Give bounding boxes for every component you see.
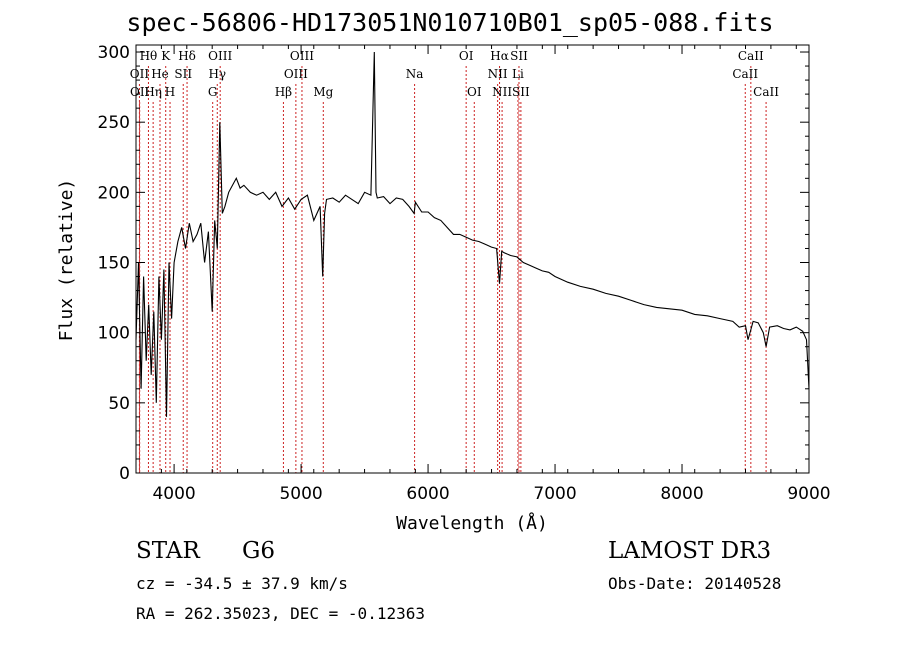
coordinates: RA = 262.35023, DEC = -0.12363 [136,604,425,623]
y-tick-label: 300 [98,43,130,63]
spectral-line-label: G [208,85,218,99]
spectral-line-label: OII [130,85,150,99]
spectral-line-label: SII [174,67,192,81]
y-tick-label: 0 [119,464,130,484]
spectral-line-label: Hθ [140,49,158,63]
spectral-line-label: Hη [144,85,162,99]
axis-ticks: 4000 5000 6000 7000 8000 9000 0 50 100 150 200 250 3… [98,43,831,504]
x-tick-label: 6000 [406,484,449,504]
spectral-line-label: OII [130,67,150,81]
spectral-line-label: He [151,67,169,81]
spectral-line-label: Hγ [208,67,226,81]
x-tick-label: 9000 [787,484,830,504]
spectral-line-label: SII [512,85,530,99]
spectral-line-markers [138,66,767,473]
spectral-line-label: OIII [290,49,314,63]
spectral-line-label: OIII [208,49,232,63]
y-tick-label: 100 [98,324,130,344]
spectral-line-label: Mg [313,85,333,99]
spectral-line-label: Hδ [178,49,196,63]
spectral-line-label: OI [467,85,482,99]
survey-name: LAMOST DR3 [608,538,772,564]
spectral-line-label: CaII [732,67,758,81]
spectral-line-label: Hα [490,49,509,63]
spectral-line-label: Li [512,67,524,81]
spectral-line-label: Hβ [275,85,292,99]
x-tick-label: 5000 [279,484,322,504]
spectral-line-label: H [165,85,175,99]
x-tick-label: 7000 [533,484,576,504]
plot-frame [135,44,810,474]
y-axis-label: Flux (relative) [56,179,77,342]
redshift-value: cz = -34.5 ± 37.9 km/s [136,574,348,593]
spectral-line-label: CaII [738,49,764,63]
spectral-line-label: NII [492,85,512,99]
y-tick-label: 250 [98,113,130,133]
spectral-line-label: CaII [753,85,779,99]
chart-title: spec-56806-HD173051N010710B01_sp05-088.f… [126,8,774,37]
x-tick-label: 4000 [152,484,195,504]
spectral-line-label: K [161,49,171,63]
y-tick-label: 150 [98,254,130,274]
spectral-line-label: OIII [284,67,308,81]
spectral-line-label: OI [459,49,474,63]
spectrum-series [135,51,810,417]
spectrum-line [135,51,810,417]
y-tick-label: 50 [108,394,130,414]
spectral-line-label: NII [488,67,508,81]
x-tick-label: 8000 [660,484,703,504]
x-axis-label: Wavelength (Å) [396,512,548,534]
object-class: STAR [136,538,200,564]
object-subclass: G6 [242,538,276,564]
observation-date: Obs-Date: 20140528 [608,574,782,593]
y-tick-label: 200 [98,183,130,203]
spectral-line-label: SII [510,49,528,63]
spectral-line-label: Na [406,67,424,81]
